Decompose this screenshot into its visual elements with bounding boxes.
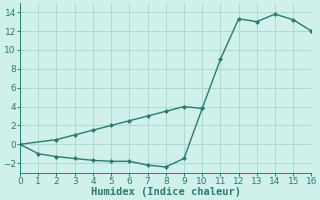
X-axis label: Humidex (Indice chaleur): Humidex (Indice chaleur) — [91, 187, 241, 197]
